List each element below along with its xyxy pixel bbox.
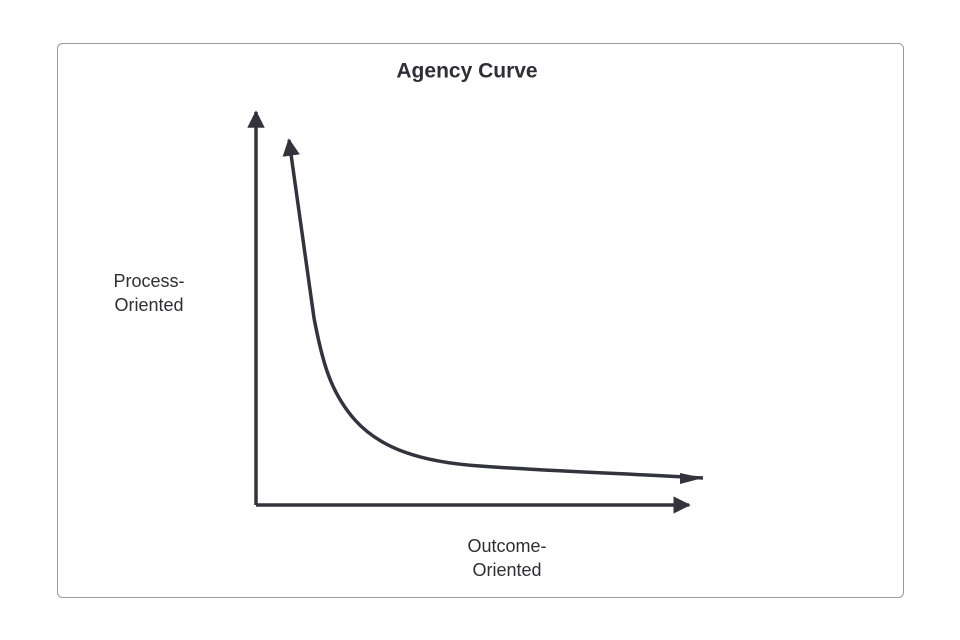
- x-axis-label: Oriented: [472, 560, 541, 580]
- curve: [282, 138, 704, 480]
- curve-arrowhead: [680, 473, 703, 484]
- y-axis-label: Process-: [113, 271, 184, 291]
- title: Agency Curve: [396, 60, 537, 83]
- x-axis-label: Outcome-: [467, 536, 546, 556]
- frame: [57, 43, 904, 598]
- y-axis-label: Oriented: [114, 295, 183, 315]
